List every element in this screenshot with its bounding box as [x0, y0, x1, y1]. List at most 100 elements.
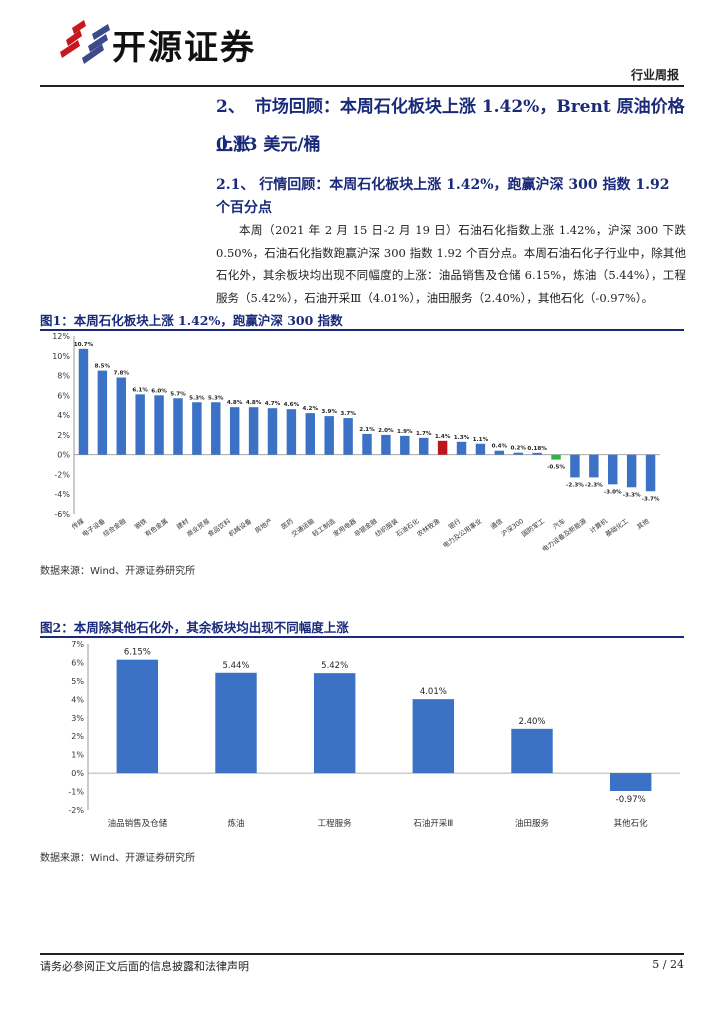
y-tick-label: 10%: [52, 352, 70, 361]
section-title: 2、 市场回顾：本周石化板块上涨 1.42%，Brent 原油价格上涨: [216, 88, 686, 164]
x-tick-label: 电力及公用事业: [441, 516, 484, 550]
x-tick-label: 农林牧渔: [415, 516, 442, 539]
bar: [116, 659, 159, 774]
data-label: 5.44%: [222, 661, 249, 671]
bar: [437, 440, 448, 455]
bar: [248, 407, 259, 455]
x-tick-label: 炼油: [227, 818, 244, 829]
bar: [456, 441, 467, 455]
bar: [608, 454, 618, 485]
x-tick-label: 机械设备: [227, 516, 254, 539]
data-label: 3.7%: [340, 411, 356, 417]
x-tick-label: 商业贸易: [185, 516, 211, 538]
y-tick-label: 6%: [57, 391, 70, 400]
bar: [192, 402, 202, 455]
data-label: 5.42%: [321, 661, 348, 671]
data-label: 5.3%: [208, 395, 224, 401]
x-tick-label: 其他: [635, 516, 651, 531]
bar: [418, 437, 429, 455]
bar: [570, 454, 580, 478]
bar: [211, 402, 221, 455]
data-label: 3.9%: [321, 409, 337, 415]
section-number: 2、: [216, 97, 245, 117]
data-label: -2.3%: [566, 482, 584, 488]
bar: [116, 377, 126, 455]
bar: [609, 773, 652, 792]
data-label: 4.6%: [284, 402, 300, 408]
x-tick-label: 油田服务: [515, 818, 550, 829]
bar: [551, 454, 561, 460]
bar: [154, 395, 164, 455]
bar: [267, 408, 278, 455]
data-label: 2.40%: [518, 717, 545, 727]
section-title-line1: 市场回顾：本周石化板块上涨 1.42%，Brent 原油价格上涨: [216, 97, 685, 155]
bar: [78, 348, 89, 455]
bar: [412, 699, 455, 774]
data-label: 1.9%: [397, 429, 413, 435]
kaiyuan-logo-mark: [60, 20, 110, 64]
header-divider: [40, 85, 684, 87]
x-tick-label: 房地产: [253, 516, 275, 535]
x-tick-label: 石油开采Ⅲ: [413, 818, 453, 829]
y-tick-label: -2%: [68, 806, 84, 815]
y-tick-label: 4%: [71, 695, 84, 704]
x-tick-label: 工程服务: [318, 818, 353, 829]
bar: [286, 409, 297, 455]
brand-name: 开源证券: [112, 28, 256, 68]
bar: [97, 370, 108, 455]
bar: [229, 407, 240, 455]
bar: [494, 450, 505, 455]
data-label: -3.3%: [623, 492, 641, 498]
bar: [343, 418, 353, 455]
data-label: 4.8%: [227, 400, 243, 406]
x-tick-label: 有色金属: [143, 516, 169, 538]
data-label: -0.97%: [616, 795, 646, 805]
bar: [645, 454, 656, 492]
bar: [511, 728, 553, 774]
x-tick-label: 综合金融: [101, 516, 128, 539]
y-tick-label: 0%: [57, 451, 70, 460]
footer-disclaimer: 请务必参阅正文后面的信息披露和法律声明: [40, 960, 249, 973]
figure2-chart: 7% 6% 5% 4% 3% 2% 1% 0% -1% -2% 6.15% 油品销售及仓储 5.44% 炼…: [68, 640, 680, 829]
bar: [589, 454, 599, 478]
y-tick-label: -2%: [54, 470, 70, 479]
data-label: 1.7%: [416, 431, 432, 437]
data-label: 4.2%: [303, 406, 319, 412]
x-tick-label: 油品销售及仓储: [108, 818, 168, 829]
data-label: 1.1%: [473, 437, 489, 443]
data-label: 2.0%: [378, 428, 394, 434]
bar: [626, 454, 637, 488]
y-tick-label: 5%: [71, 677, 84, 686]
data-label: 0.4%: [492, 444, 508, 450]
bar: [362, 433, 372, 455]
y-tick-label: -6%: [54, 510, 70, 519]
data-label: -3.7%: [642, 496, 660, 502]
data-label: 0.2%: [510, 446, 526, 452]
data-label: 5.7%: [170, 391, 186, 397]
report-type: 行业周报: [630, 68, 679, 82]
figure2-title-bar: [40, 612, 684, 638]
data-label: 10.7%: [74, 342, 94, 348]
figure1-source: 数据来源：Wind、开源证券研究所: [40, 566, 196, 577]
y-tick-label: 8%: [57, 372, 70, 381]
data-label: 4.7%: [265, 401, 281, 407]
data-label: 7.8%: [114, 371, 130, 377]
bar: [173, 398, 183, 455]
y-tick-label: -4%: [54, 490, 70, 499]
footer-divider: [40, 953, 684, 955]
figure2-title: 图2：本周除其他石化外，其余板块均出现不同幅度上涨: [40, 620, 349, 635]
figure1-title: 图1：本周石化板块上涨 1.42%，跑赢沪深 300 指数: [40, 313, 343, 328]
data-label: 5.3%: [189, 395, 205, 401]
x-tick-label: 基础化工: [603, 516, 630, 539]
page-number: 5 / 24: [652, 958, 684, 971]
y-tick-label: 6%: [71, 658, 84, 667]
data-label: 6.1%: [132, 387, 148, 393]
bar: [532, 452, 542, 455]
x-tick-label: 国防军工: [520, 516, 547, 539]
figure1-title-bar: [40, 305, 684, 331]
y-tick-label: -1%: [68, 788, 84, 797]
subsection-title: 2.1、 行情回顾：本周石化板块上涨 1.42%，跑赢沪深 300 指数 1.9…: [216, 177, 670, 216]
data-label: 1.3%: [454, 435, 470, 441]
bar: [475, 443, 486, 455]
y-tick-label: 2%: [57, 431, 70, 440]
